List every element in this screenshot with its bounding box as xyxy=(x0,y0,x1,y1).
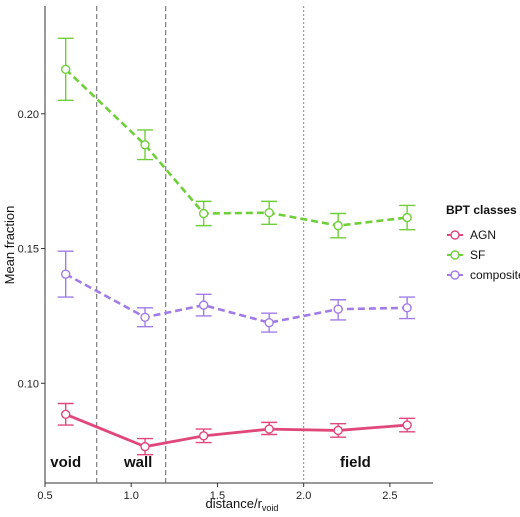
data-point-agn xyxy=(60,409,71,419)
legend-label-agn: AGN xyxy=(470,228,496,242)
data-point-sf xyxy=(60,64,71,75)
data-point-composite xyxy=(264,317,274,328)
data-point-agn xyxy=(264,424,274,434)
data-point-agn xyxy=(333,425,343,436)
y-axis-ticks: 0.10 0.15 0.20 xyxy=(18,109,45,390)
series-line-composite xyxy=(65,273,408,324)
x-axis-title: distance/rvoid xyxy=(206,496,279,513)
series-line-sf xyxy=(64,68,408,227)
region-dividers xyxy=(96,6,305,483)
legend-label-composite: composite xyxy=(470,268,520,282)
data-point-sf xyxy=(402,212,412,223)
data-point-composite xyxy=(402,303,412,313)
y-axis-title: Mean fraction xyxy=(2,206,17,285)
region-labels: void wall field xyxy=(50,454,371,471)
data-point-sf xyxy=(198,208,209,219)
x-tick-label: 2.5 xyxy=(382,490,397,502)
data-point-agn xyxy=(198,431,209,441)
x-tick-label: 1.5 xyxy=(210,490,225,502)
y-tick-label: 0.20 xyxy=(18,109,39,121)
legend-entries: AGN SF composite xyxy=(447,228,520,282)
x-tick-label: 2.0 xyxy=(296,490,311,502)
legend-title: BPT classes xyxy=(446,203,517,217)
data-point-agn xyxy=(140,441,150,452)
data-point-composite xyxy=(333,304,343,314)
x-axis-title-subscript: void xyxy=(262,503,279,513)
legend: BPT classes AGN SF composite xyxy=(446,203,520,282)
data-point-composite xyxy=(140,312,150,322)
x-axis-ticks: 0.5 1.0 1.5 2.0 2.5 xyxy=(37,483,398,502)
legend-label-sf: SF xyxy=(470,248,485,262)
y-tick-label: 0.10 xyxy=(18,378,39,390)
data-point-composite xyxy=(198,300,209,310)
series-line-agn xyxy=(65,412,408,449)
x-tick-label: 1.0 xyxy=(124,490,139,502)
region-label-void: void xyxy=(50,454,81,471)
y-tick-label: 0.15 xyxy=(18,244,39,256)
legend-key-point-composite xyxy=(450,270,460,280)
region-label-wall: wall xyxy=(123,454,152,471)
region-label-field: field xyxy=(340,454,371,471)
data-point-sf xyxy=(140,140,150,150)
data-series xyxy=(57,37,416,456)
data-point-sf xyxy=(264,207,274,218)
data-point-sf xyxy=(333,220,343,231)
x-axis-title-main: distance/r xyxy=(206,496,263,511)
legend-key-point-sf xyxy=(450,250,460,260)
x-tick-label: 0.5 xyxy=(37,490,52,502)
legend-key-point-agn xyxy=(450,230,460,240)
data-point-agn xyxy=(402,420,412,430)
data-point-composite xyxy=(60,269,71,279)
